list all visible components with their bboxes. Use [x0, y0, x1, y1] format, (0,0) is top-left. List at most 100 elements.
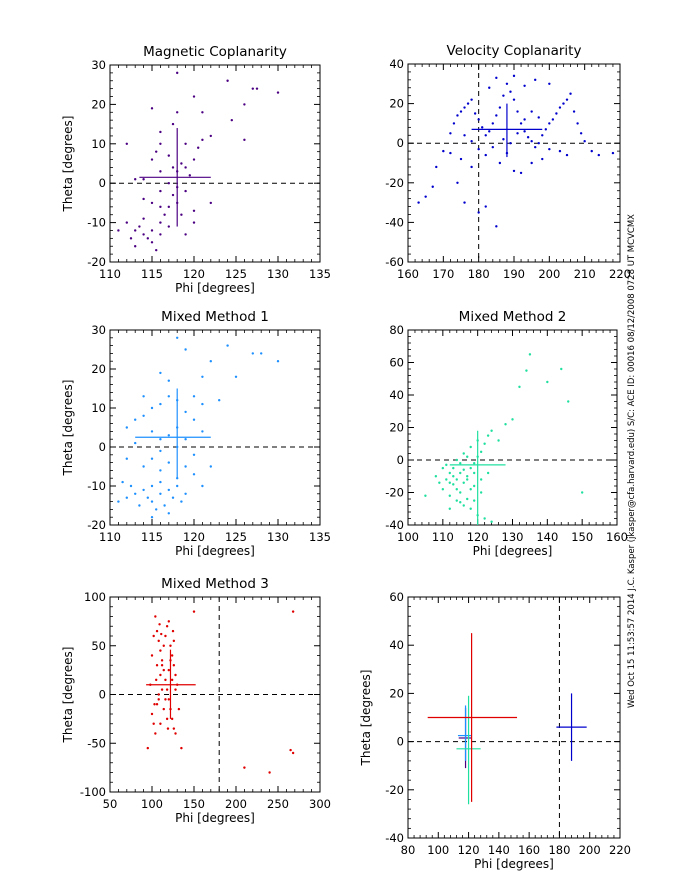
- data-point: [138, 225, 141, 228]
- y-tick-label: 10: [91, 401, 106, 415]
- data-point: [544, 128, 547, 131]
- data-point: [442, 149, 445, 153]
- data-point: [154, 732, 157, 735]
- data-point: [431, 185, 434, 188]
- data-point: [580, 491, 584, 494]
- data-point: [167, 434, 170, 437]
- data-point: [159, 649, 162, 652]
- y-tick-label: -100: [80, 785, 106, 799]
- data-point: [201, 111, 204, 114]
- data-point: [583, 140, 586, 143]
- data-point: [154, 615, 157, 618]
- data-point: [495, 114, 498, 117]
- y-tick-label: 30: [91, 58, 106, 72]
- data-point: [150, 241, 154, 244]
- data-point: [548, 82, 551, 86]
- x-tick-label: 110: [432, 530, 454, 544]
- x-tick-label: 115: [141, 267, 163, 281]
- data-point: [150, 500, 154, 503]
- data-point: [551, 118, 555, 121]
- data-point: [152, 634, 155, 638]
- y-tick-label: 10: [91, 137, 106, 151]
- data-point: [209, 134, 212, 138]
- data-point: [218, 399, 221, 402]
- data-point: [167, 461, 170, 464]
- data-point: [160, 664, 164, 667]
- data-point: [441, 488, 445, 491]
- data-point: [146, 496, 149, 499]
- mixed1-panel: 110 115 120 125 130 135 -20 -10 0 10 20 30 Mixed Met…: [61, 309, 331, 558]
- data-point: [117, 500, 120, 503]
- data-point: [452, 122, 456, 125]
- y-tick-label: 20: [389, 686, 404, 700]
- data-point: [184, 438, 187, 441]
- data-point: [495, 225, 498, 228]
- x-tick-label: 120: [183, 530, 205, 544]
- data-point: [157, 698, 160, 701]
- data-point: [470, 98, 473, 101]
- data-point: [486, 471, 490, 475]
- data-point: [192, 453, 196, 456]
- y-tick-label: -20: [385, 486, 404, 500]
- data-point: [167, 512, 170, 515]
- data-point: [434, 475, 438, 478]
- y-tick-label: 40: [389, 57, 404, 71]
- data-point: [565, 153, 569, 157]
- data-point: [162, 707, 165, 711]
- data-point: [537, 142, 540, 145]
- x-tick-label: 135: [309, 267, 331, 281]
- data-point: [152, 722, 155, 725]
- data-point: [159, 142, 162, 145]
- data-point: [565, 98, 569, 101]
- data-point: [490, 429, 493, 432]
- data-point: [201, 138, 204, 142]
- plot-frame: [407, 63, 621, 263]
- data-point: [117, 229, 120, 232]
- data-point: [449, 151, 452, 155]
- x-tick-label: 180: [548, 843, 570, 857]
- y-tick-label: -20: [87, 255, 106, 269]
- data-point: [165, 717, 169, 721]
- x-tick-label: 120: [467, 530, 489, 544]
- data-point: [171, 496, 175, 499]
- x-tick-label: 100: [141, 797, 163, 811]
- data-point: [459, 491, 462, 494]
- data-point: [201, 484, 204, 488]
- y-tick-label: 20: [91, 97, 106, 111]
- data-point: [452, 475, 455, 478]
- data-point: [192, 610, 196, 613]
- x-tick-label: 120: [183, 267, 205, 281]
- data-point: [519, 122, 523, 125]
- data-point: [134, 178, 137, 181]
- data-point: [142, 233, 145, 236]
- data-point: [163, 504, 166, 507]
- data-point: [174, 688, 177, 691]
- x-tick-label: 50: [103, 797, 118, 811]
- y-tick-label: -60: [385, 255, 404, 269]
- data-point: [209, 201, 212, 205]
- y-tick-label: 40: [389, 638, 404, 652]
- data-point: [470, 165, 473, 169]
- data-point: [560, 367, 563, 371]
- data-point: [170, 654, 174, 657]
- data-point: [192, 158, 196, 161]
- data-point: [541, 157, 544, 161]
- data-point: [134, 229, 137, 232]
- magnetic-panel: 110 115 120 125 130 135 -20 -10 0 10 20 30 Magnetic …: [61, 44, 331, 295]
- data-point: [251, 87, 254, 90]
- y-tick-label: -40: [385, 215, 404, 229]
- data-point: [155, 664, 159, 667]
- data-point: [209, 360, 212, 363]
- data-point: [160, 632, 163, 636]
- data-point: [167, 154, 170, 157]
- data-point: [184, 348, 187, 351]
- data-point: [176, 484, 179, 488]
- x-tick-label: 250: [267, 797, 289, 811]
- data-point: [555, 112, 558, 115]
- data-point: [472, 484, 476, 488]
- data-point: [172, 639, 176, 643]
- data-point: [159, 492, 162, 495]
- data-point: [159, 189, 162, 193]
- data-point: [121, 480, 124, 484]
- data-point: [125, 496, 128, 499]
